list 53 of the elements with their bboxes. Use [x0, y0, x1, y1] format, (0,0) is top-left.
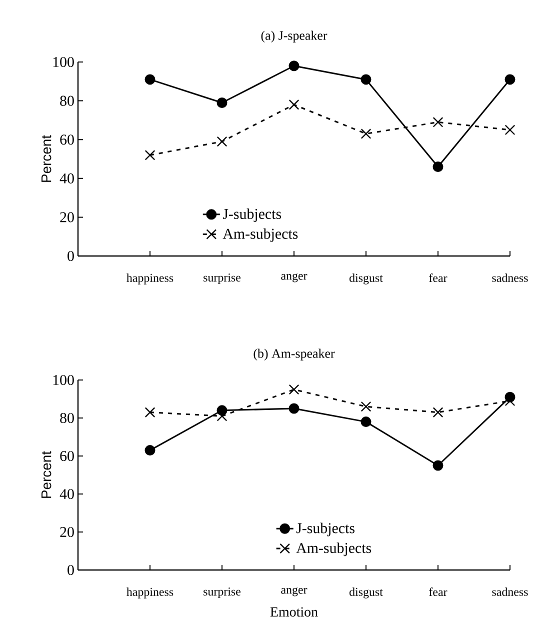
point — [216, 97, 228, 108]
chart-title: (b) Am-speaker — [254, 348, 335, 361]
x-tick-label: anger — [281, 274, 308, 282]
y-tick-label: 100 — [53, 374, 74, 386]
x-tick-label: disgust — [349, 588, 383, 598]
point — [360, 416, 372, 428]
x-tick-label: happiness — [126, 588, 174, 598]
legend-label: J-subjects — [296, 522, 354, 536]
point — [216, 136, 228, 147]
point — [432, 407, 444, 418]
point — [504, 74, 516, 85]
y-axis-title: Percent — [41, 451, 52, 498]
point — [144, 407, 156, 418]
point — [144, 74, 156, 85]
point — [432, 162, 444, 172]
y-tick-label: 20 — [60, 526, 74, 538]
x-axis-title: Emotion — [270, 607, 318, 617]
point — [432, 116, 444, 128]
x-tick-label: happiness — [126, 274, 174, 284]
y-tick-label: 20 — [60, 212, 74, 222]
x-tick-label: surprise — [204, 274, 241, 284]
point — [144, 445, 156, 456]
point — [288, 403, 300, 414]
x-tick-label: anger — [281, 588, 308, 596]
y-tick-label: 80 — [60, 412, 74, 424]
point — [288, 384, 300, 395]
y-tick-label: 40 — [60, 173, 74, 184]
point — [504, 124, 516, 136]
x-tick-label: sadness — [492, 274, 528, 282]
legend-label: Am-subjects — [296, 542, 372, 556]
point — [288, 99, 300, 110]
legend-label: Am-subjects — [222, 228, 298, 242]
legend-label: J-subjects — [222, 208, 282, 222]
point — [360, 401, 372, 412]
y-tick-label: 40 — [60, 488, 74, 500]
y-tick-label: 80 — [60, 96, 74, 106]
y-tick-label: 100 — [53, 56, 74, 68]
point — [360, 74, 372, 85]
y-tick-label: 0 — [68, 250, 74, 262]
y-axis-title: Percent — [41, 135, 52, 182]
point — [360, 128, 372, 139]
x-tick-label: surprise — [204, 588, 241, 598]
y-tick-label: 0 — [68, 564, 74, 576]
y-tick-label: 60 — [60, 450, 74, 462]
x-tick-label: disgust — [349, 274, 383, 284]
point — [144, 150, 156, 160]
point — [288, 60, 300, 72]
chart-title: (a) J-speaker — [261, 30, 328, 43]
point — [432, 460, 444, 471]
y-tick-label: 60 — [60, 134, 74, 145]
x-tick-label: sadness — [492, 588, 528, 596]
x-tick-label: fear — [429, 588, 448, 596]
x-tick-label: fear — [429, 274, 448, 282]
